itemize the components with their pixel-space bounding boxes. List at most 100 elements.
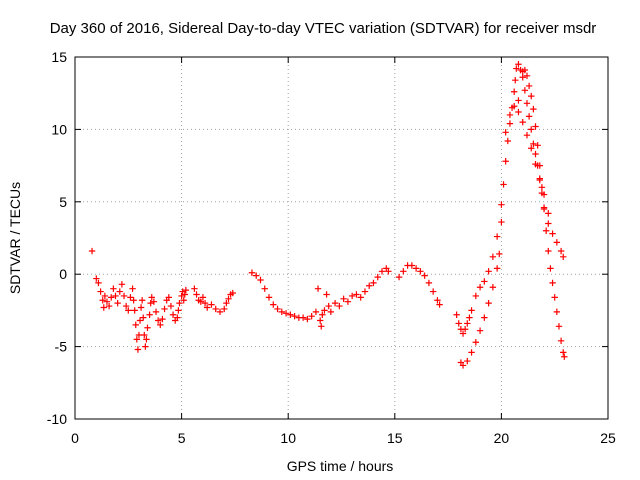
- y-axis-ticks: -10 -5 0 5 10 15: [47, 49, 608, 427]
- data-point: [498, 218, 505, 226]
- data-point: [274, 305, 281, 313]
- data-point: [299, 314, 307, 321]
- data-point: [545, 247, 552, 255]
- data-point: [504, 137, 511, 145]
- data-point: [110, 285, 117, 292]
- data-point: [545, 210, 552, 217]
- data-point: [532, 123, 539, 130]
- data-point: [169, 311, 177, 318]
- data-point: [493, 265, 501, 272]
- data-point: [513, 65, 520, 72]
- data-point: [481, 314, 488, 321]
- data-point: [459, 362, 467, 369]
- data-point: [472, 292, 480, 300]
- data-point: [506, 120, 514, 127]
- data-point: [555, 323, 563, 330]
- data-point: [496, 250, 503, 258]
- data-point: [116, 288, 123, 295]
- data-point: [549, 279, 556, 287]
- data-point: [344, 298, 352, 305]
- data-point: [253, 272, 260, 279]
- grid-lines: [75, 57, 608, 419]
- data-point: [429, 288, 437, 295]
- data-point: [165, 294, 173, 301]
- chart-title: Day 360 of 2016, Sidereal Day-to-day VTE…: [50, 20, 597, 37]
- data-point: [547, 265, 554, 272]
- data-point: [560, 253, 567, 261]
- data-point: [512, 76, 519, 84]
- data-point: [534, 142, 541, 149]
- data-point: [212, 305, 219, 313]
- data-point: [515, 108, 522, 116]
- data-point: [221, 305, 228, 313]
- data-point: [147, 299, 154, 307]
- data-point: [265, 294, 273, 301]
- data-point: [472, 339, 480, 346]
- data-point: [134, 346, 142, 353]
- data-point: [528, 92, 535, 100]
- data-point: [464, 357, 471, 365]
- data-point: [549, 230, 556, 237]
- data-point: [532, 160, 539, 168]
- data-point: [515, 61, 522, 68]
- data-point: [122, 302, 130, 310]
- data-point: [476, 284, 484, 291]
- data-point: [136, 317, 144, 324]
- data-point: [129, 285, 136, 292]
- x-tick-label: 20: [494, 430, 510, 446]
- data-point: [395, 273, 403, 281]
- plot-frame: [74, 56, 609, 420]
- data-point: [105, 302, 113, 310]
- data-point: [536, 176, 543, 184]
- data-point: [216, 308, 224, 316]
- data-point: [319, 311, 326, 318]
- data-point: [152, 308, 160, 316]
- data-point: [502, 129, 509, 136]
- data-point: [197, 298, 204, 305]
- data-point: [99, 297, 106, 304]
- y-tick-label: 15: [51, 49, 67, 65]
- data-point: [131, 307, 138, 314]
- data-point: [421, 272, 428, 279]
- y-tick-label: -10: [47, 411, 67, 427]
- x-tick-label: 15: [387, 430, 403, 446]
- data-point: [521, 87, 529, 94]
- data-point: [304, 315, 311, 323]
- data-point: [108, 294, 115, 301]
- data-point: [536, 162, 543, 169]
- data-point: [261, 285, 268, 292]
- data-point: [515, 97, 522, 104]
- y-tick-label: 10: [51, 121, 67, 137]
- data-point: [357, 294, 364, 301]
- data-point: [181, 291, 188, 298]
- data-point: [137, 304, 145, 311]
- data-point: [436, 301, 443, 308]
- data-point: [434, 297, 441, 304]
- x-axis-ticks: 0 5 10 15 20 25: [71, 57, 616, 446]
- data-point: [150, 298, 158, 305]
- data-point: [140, 314, 147, 321]
- data-point: [142, 343, 149, 350]
- data-point: [97, 288, 104, 295]
- data-point: [412, 265, 420, 272]
- data-point: [532, 150, 539, 158]
- data-point: [557, 247, 565, 255]
- data-point: [176, 299, 183, 307]
- data-point: [114, 299, 121, 307]
- data-point: [528, 145, 535, 152]
- data-point: [551, 294, 558, 301]
- data-point: [400, 268, 407, 275]
- data-point: [229, 289, 236, 297]
- data-point: [257, 276, 264, 284]
- data-point: [127, 294, 134, 301]
- x-tick-label: 10: [280, 430, 296, 446]
- data-point: [493, 233, 501, 240]
- data-point: [174, 314, 181, 321]
- data-point: [101, 292, 109, 300]
- data-point: [120, 292, 128, 300]
- data-point: [141, 331, 148, 339]
- y-tick-label: 5: [59, 194, 67, 210]
- data-point: [374, 273, 381, 281]
- data-point: [553, 239, 561, 246]
